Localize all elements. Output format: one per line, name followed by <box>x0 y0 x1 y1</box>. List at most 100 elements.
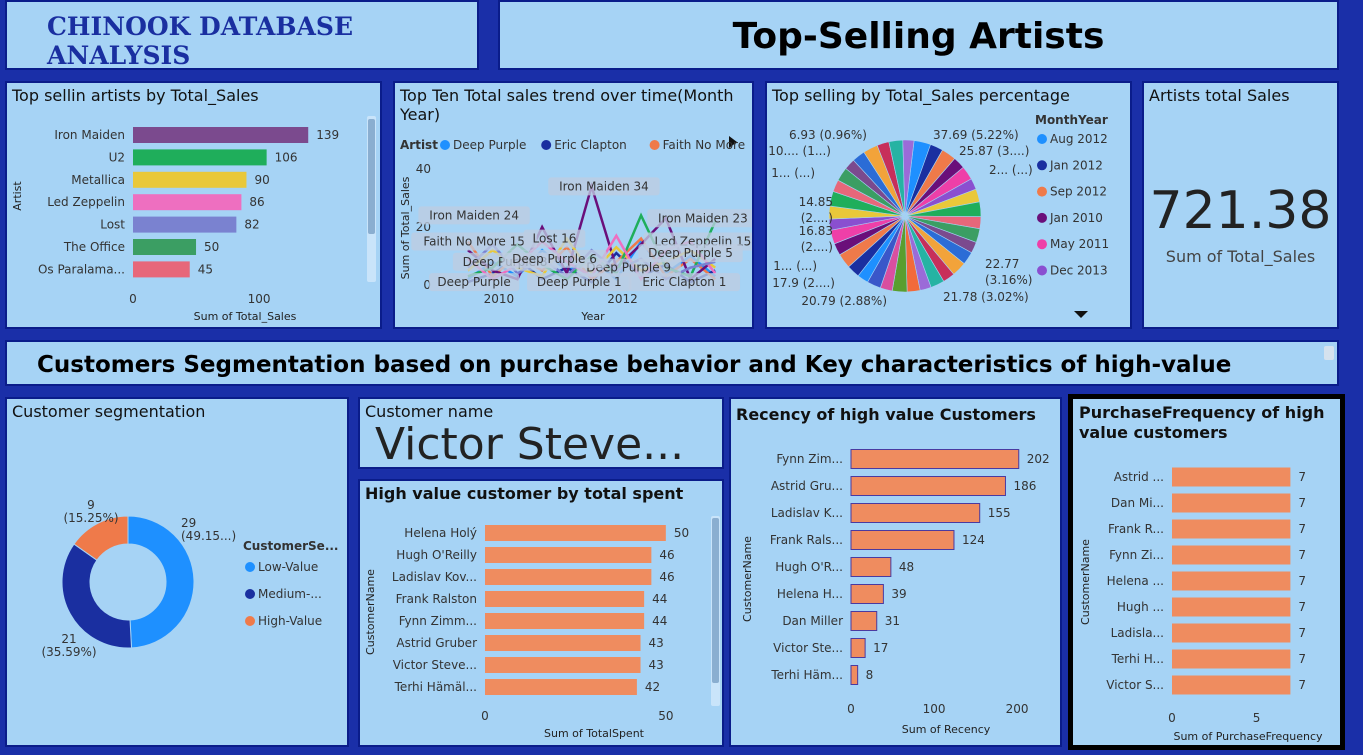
bar <box>485 525 666 541</box>
data-label-box <box>411 232 537 251</box>
data-label: Deep Purple 5 <box>648 246 733 260</box>
bar-value-label: 7 <box>1298 470 1306 484</box>
legend-marker <box>245 616 255 626</box>
category-label: Fynn Zi... <box>1109 548 1164 562</box>
artists-bar-chart: Iron Maiden 139 U2 106 Metallica 90 Led Zeppel… <box>11 127 339 323</box>
data-label-box <box>628 273 741 292</box>
bar-value-label: 44 <box>652 614 667 628</box>
card-label: Sum of Total_Sales <box>1165 247 1316 266</box>
bar-value-label: 7 <box>1298 626 1306 640</box>
pie-data-label: 22.77 <box>985 257 1019 271</box>
data-label: Deep Purple 6 <box>512 252 597 266</box>
category-label: Fynn Zim... <box>776 452 843 466</box>
x-tick-label: 100 <box>923 702 946 716</box>
data-label: Eric Clapton 1 <box>642 275 726 289</box>
legend-marker <box>245 589 255 599</box>
bar <box>850 638 866 658</box>
bar <box>850 557 892 577</box>
trend-line-chart: Artist Deep Purple Eric Clapton Faith No Mo… <box>399 138 752 323</box>
legend-title: Artist <box>400 138 438 152</box>
bar-value-label: 90 <box>254 173 269 187</box>
banner-scroll-handle[interactable] <box>1324 346 1334 360</box>
bar <box>485 657 641 673</box>
bar <box>485 613 645 629</box>
bar-value-label: 124 <box>962 533 985 547</box>
bar <box>1172 467 1291 487</box>
donut-segment <box>61 543 133 649</box>
customer-name-value: Victor Steve... <box>375 419 685 469</box>
x-tick-label: 0 <box>129 292 137 306</box>
data-label: Iron Maiden 34 <box>559 179 649 193</box>
data-label-box <box>638 244 743 263</box>
legend-item: Medium-... <box>258 587 322 601</box>
bar-value-label: 86 <box>249 195 264 209</box>
bar-value-label: 17 <box>873 641 888 655</box>
category-label: Hugh O'R... <box>775 560 843 574</box>
spent-bar-scroll-thumb[interactable] <box>712 518 719 683</box>
y-tick-label: 40 <box>416 162 431 176</box>
legend-item: May 2011 <box>1050 237 1109 251</box>
bar-value-label: 7 <box>1298 600 1306 614</box>
artists-bar-scrollbar[interactable] <box>367 116 376 282</box>
x-tick-label: 0 <box>847 702 855 716</box>
data-label: Iron Maiden 23 <box>658 211 748 225</box>
sales-pie-panel: Top selling by Total_Sales percentage 37… <box>765 81 1132 329</box>
pie-data-label: 1... (...) <box>773 259 817 273</box>
donut-segment <box>127 515 195 649</box>
pie-data-label: 25.87 (3....) <box>959 144 1029 158</box>
bar-value-label: 50 <box>674 526 689 540</box>
trend-legend-next-button[interactable] <box>729 136 737 148</box>
category-label: Victor S... <box>1106 678 1164 692</box>
sales-pie-title: Top selling by Total_Sales percentage <box>772 86 1070 105</box>
bar-value-label: 31 <box>885 614 900 628</box>
bar-value-label: 7 <box>1298 522 1306 536</box>
legend-item: Sep 2012 <box>1050 185 1107 199</box>
category-label: Astrid Gruber <box>396 636 477 650</box>
donut-segment <box>73 515 129 561</box>
category-label: Lost <box>100 218 125 232</box>
y-axis-title: Artist <box>11 181 24 211</box>
bar <box>485 679 637 695</box>
pie-data-label: 21.78 (3.02%) <box>943 290 1029 304</box>
pie-data-label: 20.79 (2.88%) <box>801 294 887 308</box>
bar-value-label: 202 <box>1027 452 1050 466</box>
donut-value-label: 29 <box>181 516 196 530</box>
recency-bar-title: Recency of high value Customers <box>736 405 1036 424</box>
pie-data-label: (2....) <box>801 211 833 225</box>
pie-data-label: 6.93 (0.96%) <box>789 128 867 142</box>
bar-value-label: 106 <box>275 150 298 164</box>
legend-title: CustomerSe... <box>243 539 339 553</box>
category-label: Astrid Gru... <box>771 479 843 493</box>
bar-value-label: 45 <box>198 262 213 276</box>
pie-data-label: 37.69 (5.22%) <box>933 128 1019 142</box>
x-tick-label: 0 <box>481 709 489 723</box>
x-tick-label: 50 <box>658 709 673 723</box>
x-tick-label: 2012 <box>607 292 638 306</box>
bar-value-label: 46 <box>659 548 674 562</box>
spent-bar-scrollbar[interactable] <box>711 516 720 706</box>
pie-data-label: 10.... (1...) <box>768 144 831 158</box>
legend-marker <box>1037 186 1047 197</box>
x-tick-label: 100 <box>248 292 271 306</box>
legend-item: Low-Value <box>258 560 318 574</box>
category-label: Astrid ... <box>1114 470 1164 484</box>
data-label: Faith No More 15 <box>423 235 525 249</box>
artists-bar-scroll-thumb[interactable] <box>368 119 375 234</box>
bar-value-label: 7 <box>1298 652 1306 666</box>
bar <box>133 239 197 255</box>
bar <box>485 591 645 607</box>
pie-legend-scroll-down-button[interactable] <box>1074 311 1088 318</box>
segment-donut-panel: Customer segmentation 29 (49.15...) 21 (35.… <box>5 397 349 747</box>
bar <box>133 127 309 143</box>
data-label: Iron Maiden 24 <box>429 208 519 222</box>
bar <box>850 665 859 685</box>
legend-item: Jan 2010 <box>1049 211 1103 225</box>
bar <box>850 584 884 604</box>
data-label: Deep Purple 9 <box>586 261 671 275</box>
category-label: Helena H... <box>777 587 843 601</box>
bar <box>133 261 190 278</box>
bar <box>485 569 652 585</box>
x-tick-label: 5 <box>1253 711 1261 725</box>
x-axis-title: Sum of PurchaseFrequency <box>1173 730 1323 743</box>
y-axis-title: Sum of Total_Sales <box>399 176 412 279</box>
